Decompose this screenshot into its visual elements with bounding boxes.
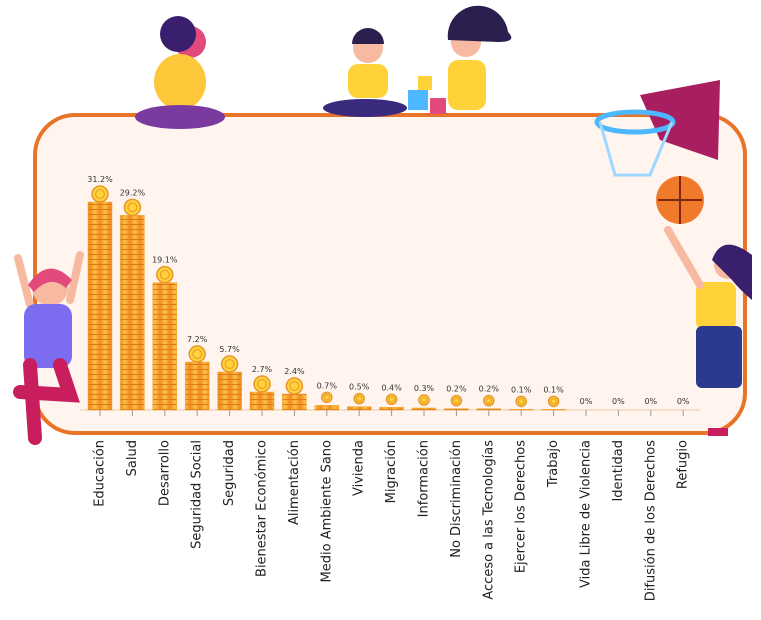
coin [353,392,365,405]
x-tick-label: No Discriminación [449,440,464,558]
bar [508,409,534,411]
coin [547,395,560,408]
value-label: 5.7% [219,345,240,354]
bar [411,407,437,411]
x-tick-label: Bienestar Económico [255,440,270,577]
value-label: 0% [677,397,690,406]
coin [321,391,333,404]
value-label: 7.2% [187,335,208,344]
coin [450,394,463,407]
value-label: 2.4% [284,367,305,376]
coin [253,375,271,393]
coin-inner [224,359,235,369]
x-tick-label: Alimentación [287,440,302,525]
x-tick-label: Medio Ambiente Sano [319,440,334,583]
coin [418,394,430,406]
coin [91,185,109,203]
x-tick-label: Migración [384,440,399,503]
bar [444,408,469,411]
x-tick-label: Trabajo [546,440,561,488]
bar [152,282,178,411]
value-label: 0% [580,397,593,406]
value-label: 2.7% [252,365,273,374]
coin [220,355,239,373]
x-tick-label: Vivienda [352,440,367,496]
coin-inner [127,202,138,213]
bar [249,391,275,411]
illustration-basket [594,80,720,224]
coin [188,345,206,363]
bar [217,371,242,411]
x-tick-label: Salud [125,440,140,476]
x-tick-label: Seguridad [222,440,237,506]
x-tick-label: Refugio [676,440,691,489]
coin-inner [95,189,105,199]
x-tick-label: Educación [93,440,108,507]
coin-inner [420,396,428,404]
value-label: 0.2% [446,385,467,394]
x-tick-label: Difusión de los Derechos [643,440,658,601]
coin [515,395,527,408]
value-label: 31.2% [87,175,113,184]
coin-inner [289,381,300,391]
coin-inner [388,396,395,403]
coin-inner [453,397,460,404]
coin [483,394,495,407]
bar [379,407,404,411]
value-label: 0% [644,397,657,406]
x-tick-label: Desarrollo [157,440,172,506]
value-label: 0.7% [317,381,338,390]
illustration-reader [135,16,225,129]
bar [282,393,307,411]
value-label: 0% [612,397,625,406]
bar [87,201,113,411]
coin-inner [323,394,331,401]
illustration-player [664,226,752,436]
value-label: 0.5% [349,383,370,392]
value-label: 19.1% [152,256,178,265]
coin [285,377,304,395]
value-label: 0.3% [414,384,435,393]
x-tick-label: Información [417,440,432,517]
coin [156,265,174,284]
coin-inner [550,398,557,405]
illustration-girl [13,251,84,445]
coin-inner [485,397,493,404]
coin-inner [517,398,525,405]
value-label: 0.2% [479,385,500,394]
coin-inner [355,395,363,402]
bar [184,361,210,411]
value-label: 0.1% [511,385,532,394]
bar [346,406,372,411]
bar [120,215,145,411]
x-tick-label: Identidad [611,440,626,502]
value-label: 0.1% [543,385,564,394]
value-label: 29.2% [120,188,146,197]
coin [123,198,142,217]
bar [541,409,566,411]
coin-inner [159,269,170,280]
bar [476,408,502,411]
illustration-kids [323,5,512,117]
x-tick-label: Vida Libre de Violencia [579,440,594,588]
bar [314,405,340,411]
value-label: 0.4% [381,383,402,392]
x-tick-label: Ejercer los Derechos [514,440,529,573]
x-tick-label: Seguridad Social [190,440,205,549]
x-tick-label: Acceso a las Tecnologías [481,440,496,600]
coin-inner [257,379,267,389]
coin-inner [192,349,203,359]
coin [385,393,398,406]
